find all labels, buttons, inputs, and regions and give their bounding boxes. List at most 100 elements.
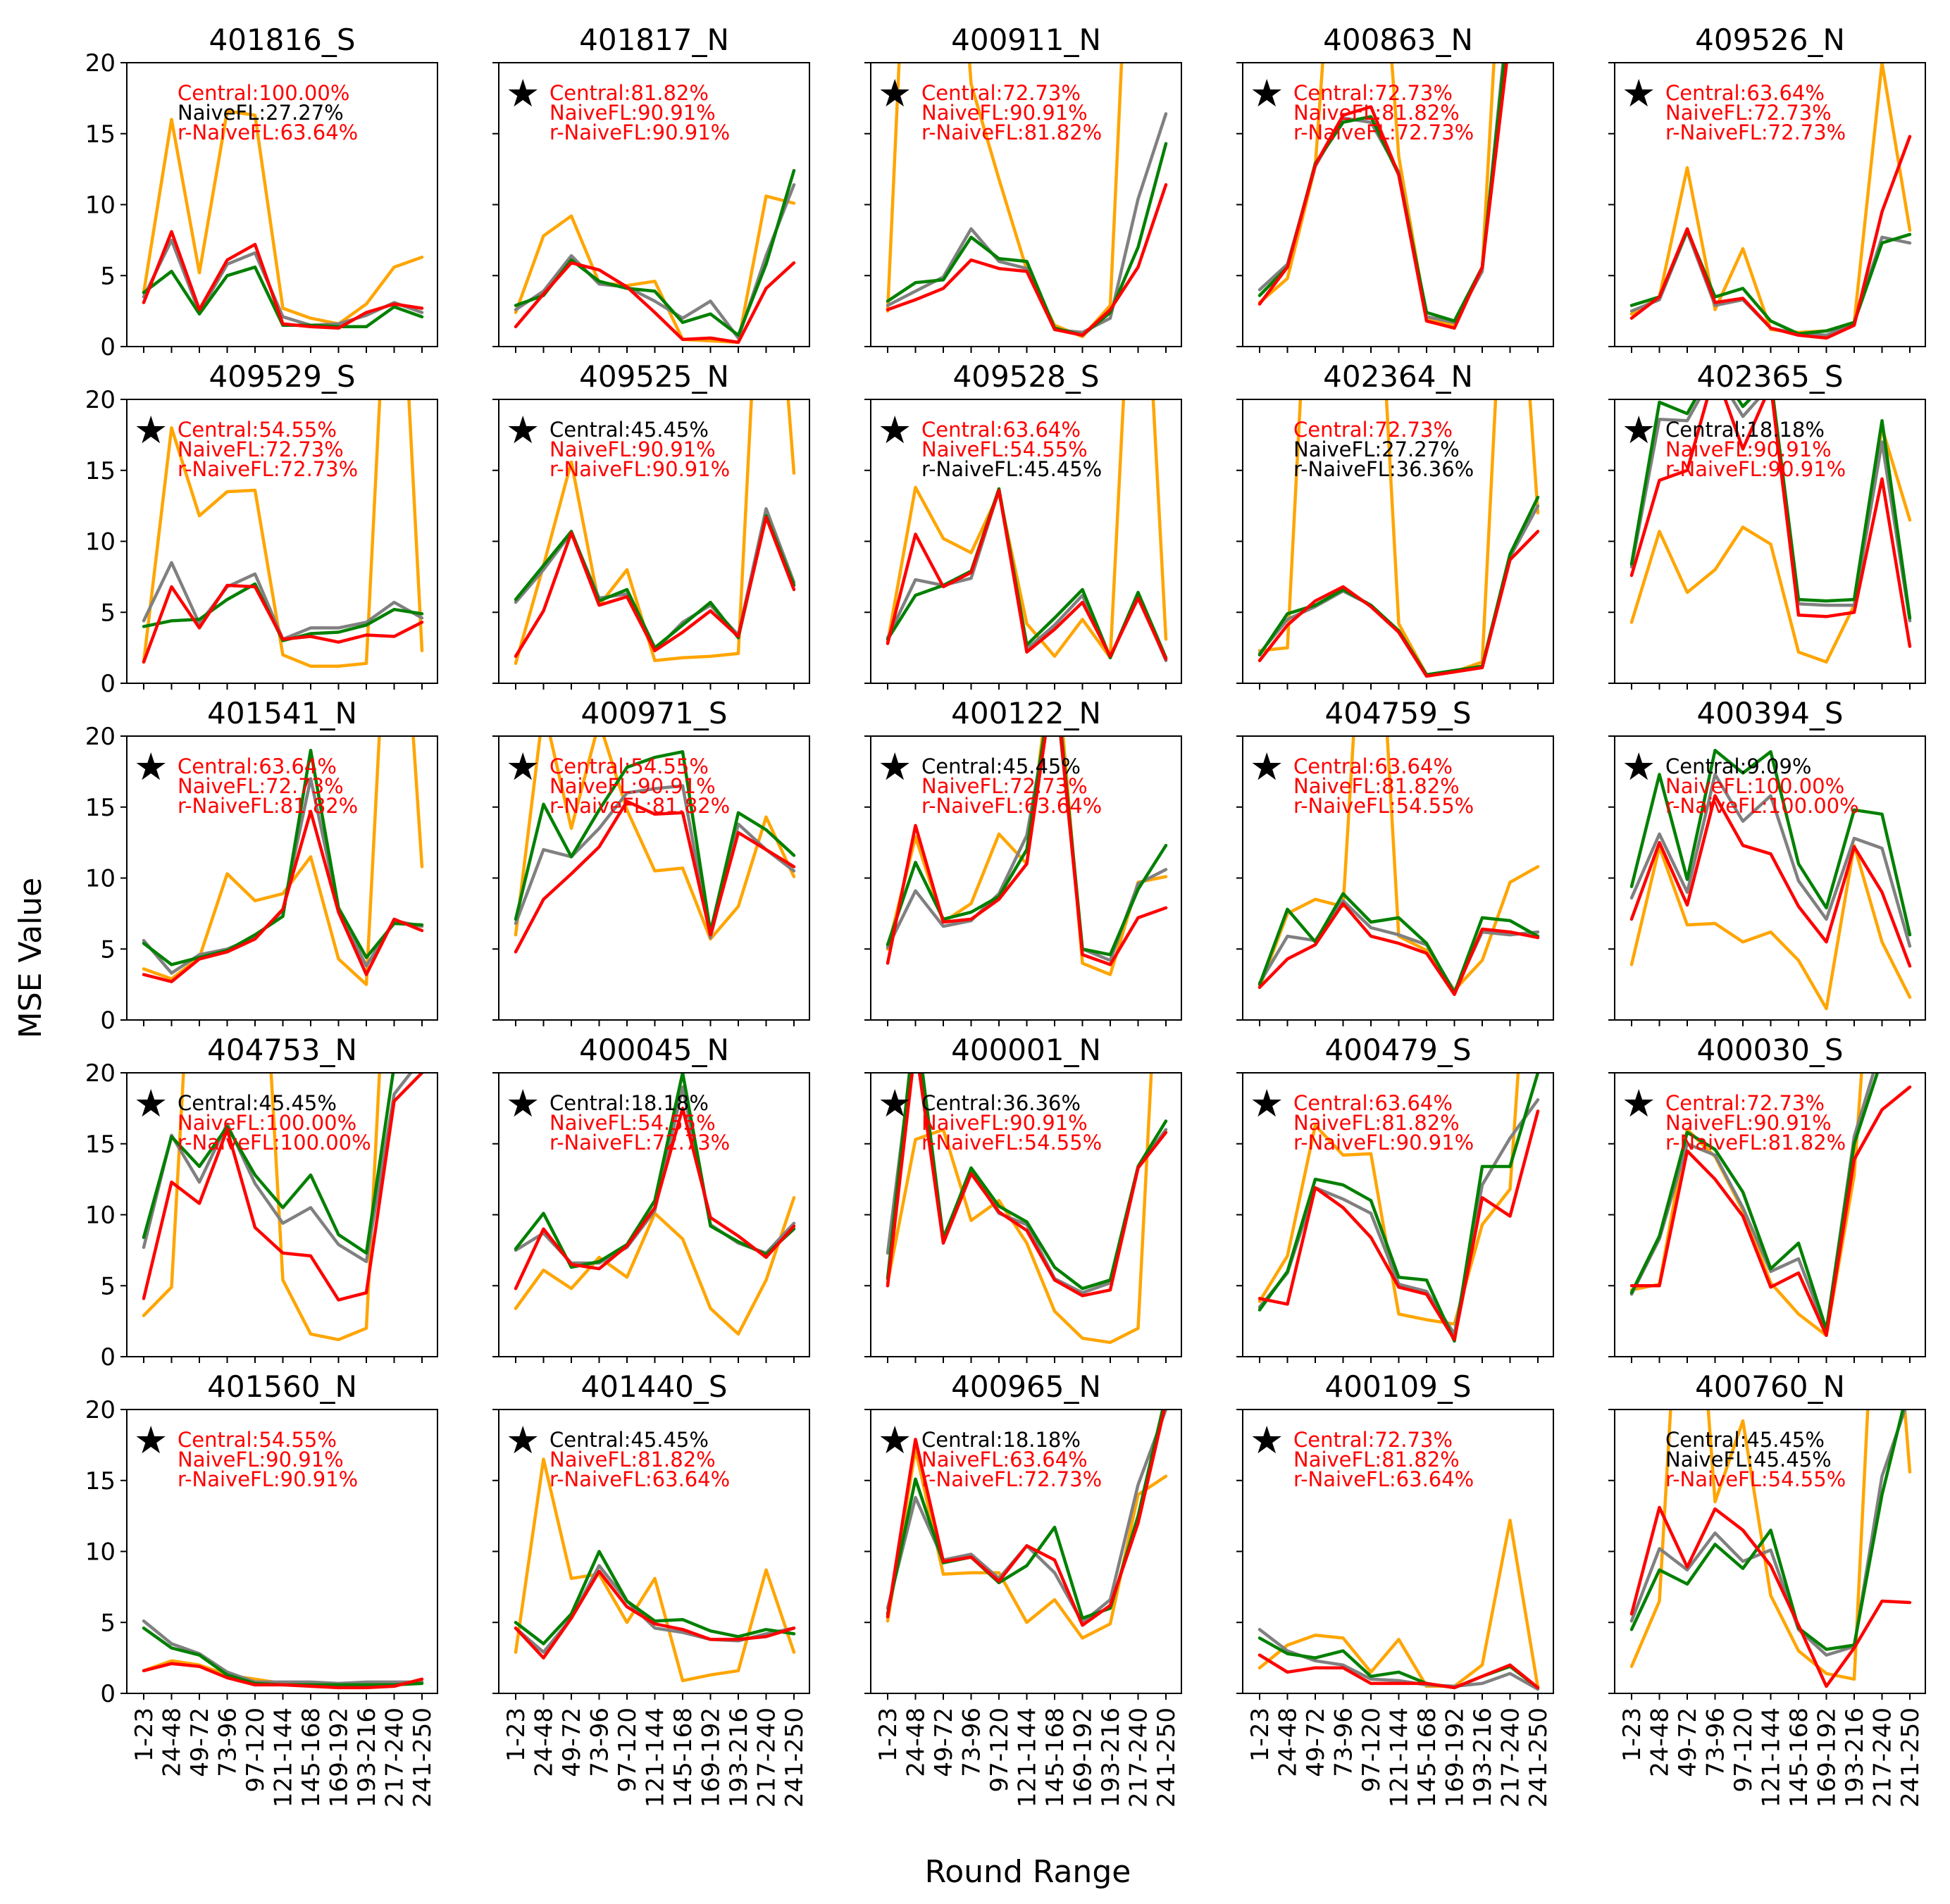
star-marker: ★ bbox=[1622, 408, 1656, 452]
annotation-text: r-NaiveFL:63.64% bbox=[549, 1467, 730, 1491]
subplot-title: 400045_N bbox=[579, 1033, 729, 1067]
x-tick-label: 217-240 bbox=[381, 1707, 409, 1807]
star-marker: ★ bbox=[506, 408, 540, 452]
series-group bbox=[514, 168, 796, 344]
y-tick-label: 20 bbox=[85, 386, 116, 414]
subplot: 400911_N ★ Central:72.73%NaiveFL:90.91%r-N… bbox=[864, 23, 1182, 353]
annotation-text: Central:9.09% bbox=[1665, 754, 1812, 778]
series-line bbox=[514, 749, 796, 934]
x-tick-label: 241-250 bbox=[781, 1707, 809, 1807]
series-group bbox=[514, 399, 796, 666]
annotation-text: r-NaiveFL:90.91% bbox=[1293, 1131, 1474, 1155]
subplot-title: 400971_S bbox=[581, 696, 728, 730]
star-marker: ★ bbox=[1250, 1081, 1284, 1126]
series-group bbox=[886, 1073, 1168, 1345]
x-tick-label: 217-240 bbox=[1497, 1707, 1525, 1807]
subplot: 401541_N 0 5 10 15 20 ★ Central:63.64%NaiveFL:7… bbox=[85, 696, 438, 1035]
subplot-title: 401817_N bbox=[579, 23, 729, 57]
annotation-text: NaiveFL:81.82% bbox=[1293, 101, 1460, 125]
annotation-text: r-NaiveFL:63.64% bbox=[178, 120, 358, 144]
series-line bbox=[1257, 1518, 1540, 1690]
series-line bbox=[514, 1073, 796, 1269]
annotation-text: Central:45.45% bbox=[549, 1428, 709, 1452]
star-marker: ★ bbox=[878, 745, 912, 789]
star-marker: ★ bbox=[134, 1081, 168, 1126]
subplot: 400760_N 1-23 24-48 49-72 73-96 97-120 121-144… bbox=[1608, 1369, 1926, 1807]
series-line bbox=[1629, 1073, 1875, 1333]
y-tick-label: 0 bbox=[100, 1343, 116, 1371]
annotation-text: NaiveFL:81.82% bbox=[1293, 774, 1460, 798]
annotation-text: r-NaiveFL:90.91% bbox=[178, 1467, 358, 1491]
series-line bbox=[886, 1410, 1166, 1627]
series-line bbox=[514, 194, 796, 344]
x-tick-label: 97-120 bbox=[1729, 1707, 1758, 1792]
annotation-text: Central:54.55% bbox=[178, 1428, 337, 1452]
annotation-text: Central:72.73% bbox=[1293, 418, 1453, 442]
series-group bbox=[1629, 399, 1912, 664]
x-tick-label: 169-192 bbox=[325, 1707, 354, 1807]
annotation-text: NaiveFL:90.91% bbox=[1665, 437, 1832, 461]
series-line bbox=[1629, 399, 1912, 648]
series-line bbox=[1257, 63, 1508, 330]
annotation-text: r-NaiveFL:72.73% bbox=[1665, 120, 1846, 144]
series-line bbox=[1257, 1109, 1540, 1342]
series-group bbox=[142, 736, 424, 986]
x-tick-label: 49-72 bbox=[1674, 1707, 1702, 1777]
annotation-text: Central:45.45% bbox=[549, 418, 709, 442]
x-tick-label: 193-216 bbox=[725, 1707, 753, 1807]
series-group bbox=[1257, 63, 1508, 330]
subplot-title: 400109_S bbox=[1325, 1369, 1472, 1404]
subplot-title: 404759_S bbox=[1325, 696, 1472, 730]
x-tick-label: 217-240 bbox=[753, 1707, 781, 1807]
x-tick-label: 97-120 bbox=[1358, 1707, 1386, 1792]
x-tick-label: 241-250 bbox=[1524, 1707, 1553, 1807]
subplot: 401817_N ★ Central:81.82%NaiveFL:90.91%r-N… bbox=[492, 23, 810, 353]
series-line bbox=[142, 109, 424, 326]
annotation-text: Central:54.55% bbox=[178, 418, 337, 442]
annotation-text: r-NaiveFL:54.55% bbox=[921, 1131, 1102, 1155]
annotation-text: NaiveFL:63.64% bbox=[921, 1448, 1088, 1471]
star-marker: ★ bbox=[878, 1418, 912, 1462]
annotation-text: NaiveFL:90.91% bbox=[178, 1448, 344, 1471]
annotation-text: NaiveFL:100.00% bbox=[178, 1111, 356, 1135]
annotation-text: r-NaiveFL:90.91% bbox=[1665, 457, 1846, 481]
x-tick-label: 97-120 bbox=[614, 1707, 642, 1792]
series-line bbox=[1629, 399, 1912, 620]
annotation-text: r-NaiveFL:81.82% bbox=[921, 120, 1102, 144]
series-line bbox=[1257, 892, 1540, 995]
series-line bbox=[1629, 1505, 1912, 1688]
series-line bbox=[1629, 1410, 1905, 1651]
series-line bbox=[886, 488, 1168, 661]
x-tick-label: 193-216 bbox=[1469, 1707, 1497, 1807]
star-marker: ★ bbox=[1250, 71, 1284, 116]
annotation-text: Central:81.82% bbox=[549, 81, 709, 105]
annotation-text: NaiveFL:45.45% bbox=[1665, 1448, 1832, 1471]
series-group bbox=[1257, 736, 1540, 996]
x-tick-label: 73-96 bbox=[1330, 1707, 1358, 1777]
annotation-text: NaiveFL:81.82% bbox=[1293, 1448, 1460, 1471]
x-tick-label: 169-192 bbox=[1813, 1707, 1842, 1807]
series-line bbox=[142, 230, 424, 330]
y-tick-label: 15 bbox=[85, 1467, 116, 1495]
annotation-text: Central:72.73% bbox=[1293, 1428, 1453, 1452]
series-line bbox=[1257, 1653, 1540, 1690]
subplot-title: 409528_S bbox=[953, 359, 1100, 394]
annotation-text: r-NaiveFL:72.73% bbox=[178, 457, 358, 481]
annotation-text: Central:18.18% bbox=[549, 1091, 709, 1115]
series-group bbox=[886, 1410, 1168, 1640]
x-tick-label: 193-216 bbox=[353, 1707, 381, 1807]
y-tick-label: 15 bbox=[85, 794, 116, 822]
y-tick-label: 20 bbox=[85, 49, 116, 77]
x-tick-label: 241-250 bbox=[1896, 1707, 1925, 1807]
y-tick-label: 5 bbox=[100, 262, 116, 290]
y-tick-label: 10 bbox=[85, 1538, 116, 1567]
series-line bbox=[1629, 1073, 1880, 1331]
star-marker: ★ bbox=[878, 408, 912, 452]
series-line bbox=[514, 515, 796, 658]
annotation-text: NaiveFL:72.73% bbox=[921, 774, 1088, 798]
subplot: 404753_N 0 5 10 15 20 ★ Central:45.45%NaiveFL:1… bbox=[85, 1033, 438, 1371]
x-tick-label: 217-240 bbox=[1869, 1707, 1897, 1807]
star-marker: ★ bbox=[1250, 1418, 1284, 1462]
x-tick-label: 121-144 bbox=[1386, 1707, 1414, 1807]
x-tick-label: 145-168 bbox=[1785, 1707, 1813, 1807]
